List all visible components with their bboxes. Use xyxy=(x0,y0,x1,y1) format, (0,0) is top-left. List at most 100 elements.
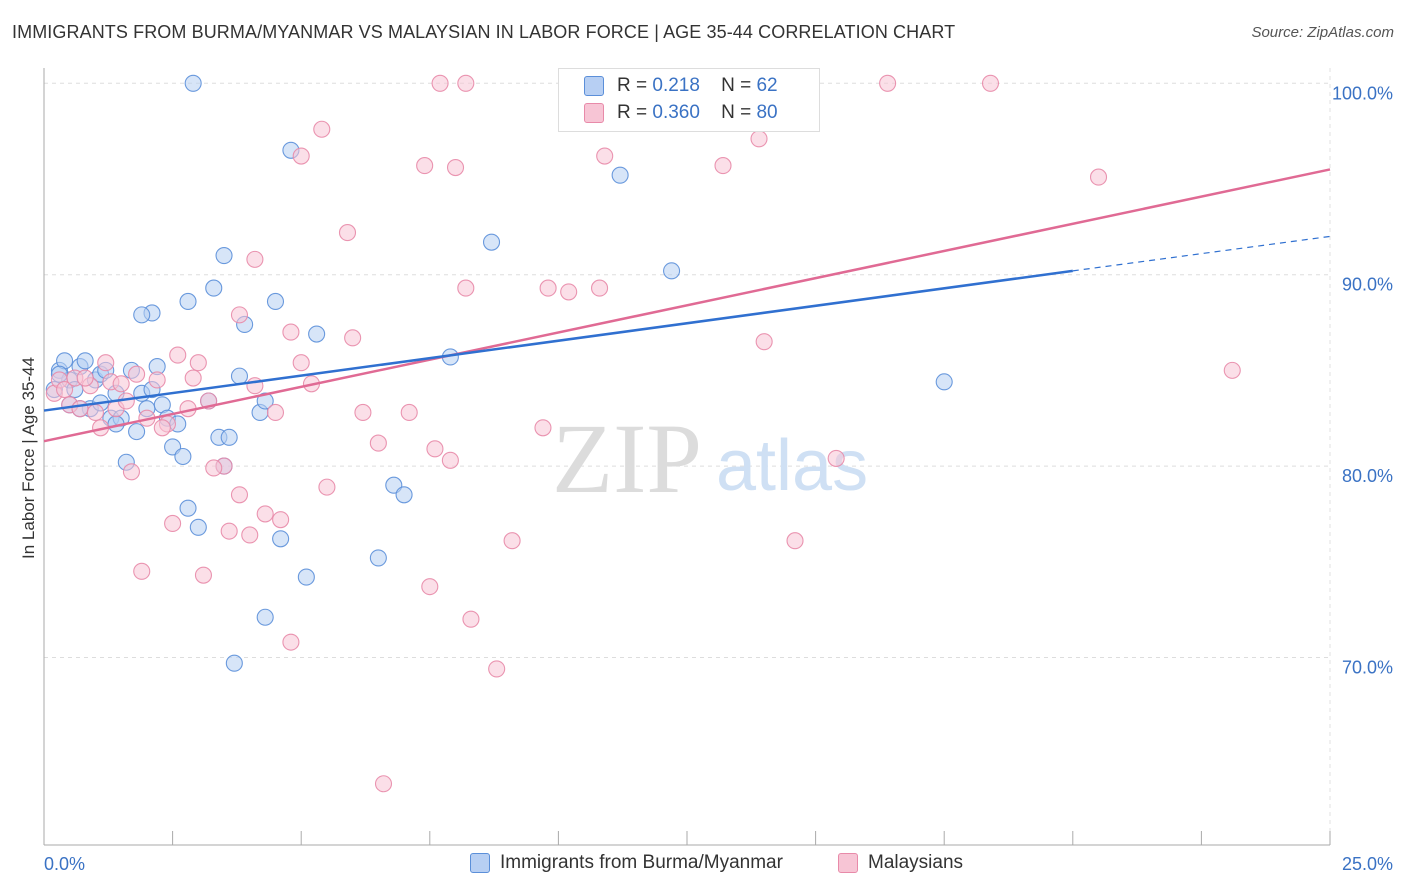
watermark-atlas: atlas xyxy=(716,426,868,506)
r-label-malaysian: R = xyxy=(617,102,648,123)
malaysian-point xyxy=(441,451,459,469)
malaysian-point xyxy=(292,354,310,372)
malaysian-point xyxy=(714,157,732,175)
stats-swatch-malaysian xyxy=(584,103,604,123)
y-tick-labels: 70.0% 80.0% 90.0% 100.0% xyxy=(1332,83,1393,677)
legend-item-burma[interactable]: Immigrants from Burma/Myanmar xyxy=(470,852,783,874)
malaysian-point xyxy=(282,323,300,341)
burma-point xyxy=(230,367,249,385)
malaysian-point xyxy=(230,486,249,504)
burma-point xyxy=(256,392,274,410)
malaysian-point xyxy=(446,158,465,177)
malaysian-point xyxy=(246,250,264,268)
trend-lines xyxy=(43,168,1331,443)
stats-swatch-burma xyxy=(584,76,604,96)
watermark-zip: ZIP xyxy=(552,403,702,514)
malaysian-point xyxy=(97,354,115,372)
legend-label-burma: Immigrants from Burma/Myanmar xyxy=(500,852,783,873)
burma-point xyxy=(935,373,953,391)
n-label-malaysian: N = xyxy=(721,102,752,123)
malaysian-point xyxy=(786,532,804,550)
malaysian-point xyxy=(266,403,285,422)
malaysian-point xyxy=(503,532,521,550)
burma-trendline-extension xyxy=(1072,235,1331,272)
y-tick-label: 100.0% xyxy=(1332,83,1393,103)
data-points xyxy=(45,74,1241,793)
y-tick-label: 70.0% xyxy=(1342,657,1393,677)
malaysian-point xyxy=(457,74,475,92)
x-tick-label-max: 25.0% xyxy=(1342,854,1393,874)
malaysian-point xyxy=(220,522,238,540)
malaysian-point xyxy=(369,434,387,452)
malaysian-point xyxy=(457,279,475,297)
malaysian-point xyxy=(1223,361,1241,379)
malaysian-point xyxy=(534,419,552,437)
legend-item-malaysians[interactable]: Malaysians xyxy=(838,852,963,874)
r-label-burma: R = xyxy=(617,75,648,96)
burma-trendline xyxy=(43,269,1073,412)
malaysian-point xyxy=(560,283,578,301)
legend-label-malaysians: Malaysians xyxy=(868,852,964,873)
burma-point xyxy=(179,499,197,517)
burma-point xyxy=(225,654,243,672)
y-axis-label: In Labor Force | Age 35-44 xyxy=(19,357,38,559)
malaysian-point xyxy=(241,526,259,544)
burma-point xyxy=(297,568,315,586)
r-value-burma: 0.218 xyxy=(652,75,700,96)
malaysian-point xyxy=(1089,168,1108,186)
burma-point xyxy=(256,608,274,626)
malaysian-point xyxy=(86,403,104,422)
malaysian-point xyxy=(230,306,249,324)
burma-point xyxy=(184,74,202,92)
source-credit: Source: ZipAtlas.com xyxy=(1251,24,1394,41)
malaysian-point xyxy=(421,578,439,596)
burma-point xyxy=(395,486,413,504)
burma-point xyxy=(272,530,290,548)
burma-point xyxy=(189,518,207,536)
burma-point xyxy=(76,352,94,370)
malaysian-point xyxy=(354,403,372,422)
malaysian-point xyxy=(755,333,773,351)
burma-point xyxy=(482,233,501,251)
stats-text-burma: R = 0.218 N = 62 xyxy=(617,75,778,97)
malaysian-point xyxy=(282,633,300,651)
malaysian-point xyxy=(76,369,94,387)
legend-swatch-burma xyxy=(470,853,490,873)
legend-swatch-malaysians xyxy=(838,853,858,873)
burma-point xyxy=(205,279,223,297)
malaysian-point xyxy=(596,147,614,165)
n-value-burma: 62 xyxy=(756,75,778,96)
watermark: ZIP atlas xyxy=(552,403,868,514)
malaysian-point xyxy=(128,365,146,383)
burma-point xyxy=(220,428,238,446)
burma-point xyxy=(308,325,326,343)
n-value-malaysian: 80 xyxy=(756,102,778,123)
stats-legend: R = 0.218 N = 62 R = 0.360 N = 80 xyxy=(558,68,820,132)
malaysian-point xyxy=(400,403,418,422)
x-ticks xyxy=(43,831,1331,845)
y-tick-label: 90.0% xyxy=(1342,275,1393,295)
burma-point xyxy=(663,262,681,280)
malaysian-point xyxy=(189,354,207,372)
malaysian-point xyxy=(292,147,310,165)
malaysian-point xyxy=(591,279,609,297)
burma-point xyxy=(133,306,151,324)
malaysian-point xyxy=(338,224,357,242)
malaysian-point xyxy=(488,660,506,678)
malaysian-point xyxy=(184,369,202,387)
malaysian-point xyxy=(122,463,140,481)
malaysian-point xyxy=(431,74,449,92)
burma-point xyxy=(215,247,233,265)
malaysian-point xyxy=(416,157,434,175)
malaysian-point xyxy=(313,120,331,138)
stats-text-malaysian: R = 0.360 N = 80 xyxy=(617,102,778,124)
malaysian-point xyxy=(750,130,768,148)
burma-point xyxy=(174,447,192,466)
x-tick-label-min: 0.0% xyxy=(44,854,85,874)
malaysian-point xyxy=(71,400,89,418)
chart-title: IMMIGRANTS FROM BURMA/MYANMAR VS MALAYSI… xyxy=(12,22,956,42)
n-label-burma: N = xyxy=(721,75,752,96)
y-tick-label: 80.0% xyxy=(1342,466,1393,486)
malaysian-point xyxy=(205,459,223,477)
